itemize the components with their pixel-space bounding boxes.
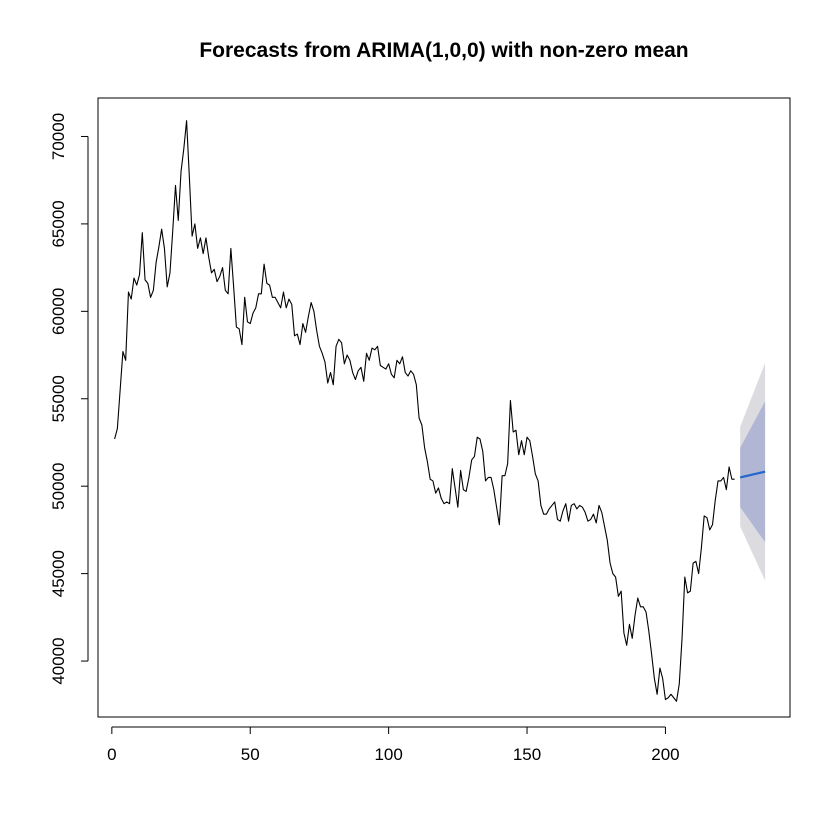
forecast-mean-line (739, 470, 766, 479)
x-tick-label: 200 (651, 745, 679, 764)
chart-title: Forecasts from ARIMA(1,0,0) with non-zer… (199, 39, 688, 62)
x-tick-label: 100 (374, 745, 402, 764)
axes: 0 50 100 150 200 40000 45000 50000 55000 60000 650… (49, 113, 680, 764)
x-tick-label: 0 (107, 745, 116, 764)
y-tick-label: 40000 (49, 637, 68, 684)
y-tick-label: 70000 (49, 113, 68, 160)
plot-area (114, 120, 766, 702)
x-tick-label: 150 (513, 745, 541, 764)
observed-series-line (114, 120, 735, 702)
y-tick-label: 55000 (49, 375, 68, 422)
plot-frame (97, 97, 791, 718)
x-tick-label: 50 (241, 745, 260, 764)
y-tick-label: 65000 (49, 200, 68, 247)
forecast-interval-80 (740, 401, 766, 543)
y-tick-label: 45000 (49, 550, 68, 597)
y-tick-label: 60000 (49, 288, 68, 335)
y-tick-label: 50000 (49, 463, 68, 510)
